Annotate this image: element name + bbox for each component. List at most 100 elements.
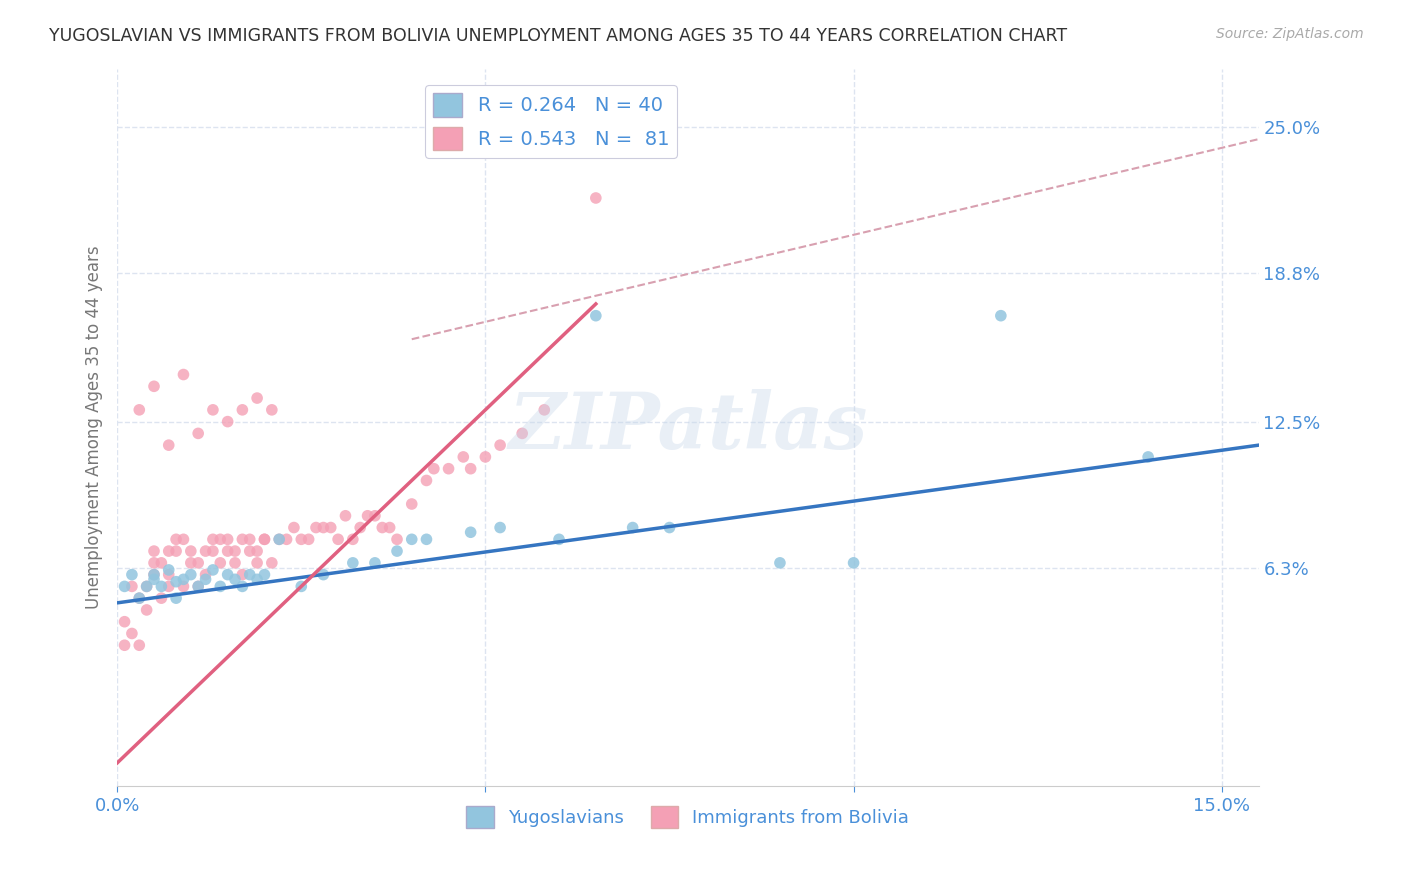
Point [165, 591, 187, 606]
Text: ZIPatlas: ZIPatlas [508, 389, 868, 466]
Point [349, 520, 371, 534]
Point [253, 567, 276, 582]
Point [356, 508, 378, 523]
Point [401, 497, 423, 511]
Point [150, 591, 173, 606]
Point [548, 533, 571, 547]
Point [187, 579, 209, 593]
Point [143, 567, 166, 582]
Point [150, 579, 173, 593]
Point [415, 533, 437, 547]
Y-axis label: Unemployment Among Ages 35 to 44 years: Unemployment Among Ages 35 to 44 years [86, 245, 103, 609]
Point [143, 379, 166, 393]
Point [224, 556, 246, 570]
Point [342, 533, 364, 547]
Point [231, 567, 253, 582]
Point [217, 533, 239, 547]
Point [165, 544, 187, 558]
Point [385, 533, 408, 547]
Point [128, 591, 150, 606]
Point [401, 533, 423, 547]
Text: Source: ZipAtlas.com: Source: ZipAtlas.com [1216, 27, 1364, 41]
Point [135, 579, 157, 593]
Point [290, 533, 312, 547]
Point [135, 579, 157, 593]
Point [621, 520, 644, 534]
Point [143, 556, 166, 570]
Point [201, 533, 224, 547]
Point [180, 567, 202, 582]
Point [305, 520, 328, 534]
Point [246, 556, 269, 570]
Point [201, 563, 224, 577]
Point [172, 572, 194, 586]
Point [474, 450, 496, 464]
Point [165, 574, 187, 589]
Point [114, 579, 136, 593]
Point [239, 533, 262, 547]
Point [533, 402, 555, 417]
Point [385, 544, 408, 558]
Text: YUGOSLAVIAN VS IMMIGRANTS FROM BOLIVIA UNEMPLOYMENT AMONG AGES 35 TO 44 YEARS CO: YUGOSLAVIAN VS IMMIGRANTS FROM BOLIVIA U… [49, 27, 1067, 45]
Point [201, 402, 224, 417]
Point [585, 309, 607, 323]
Point [143, 544, 166, 558]
Point [194, 567, 217, 582]
Point [217, 415, 239, 429]
Point [312, 567, 335, 582]
Point [260, 402, 283, 417]
Point [460, 461, 482, 475]
Point [187, 556, 209, 570]
Point [128, 591, 150, 606]
Point [143, 567, 166, 582]
Point [187, 579, 209, 593]
Point [453, 450, 475, 464]
Point [187, 426, 209, 441]
Point [1137, 450, 1160, 464]
Point [165, 533, 187, 547]
Point [489, 520, 512, 534]
Point [157, 563, 180, 577]
Point [423, 461, 446, 475]
Point [460, 525, 482, 540]
Point [658, 520, 681, 534]
Point [326, 533, 349, 547]
Point [217, 567, 239, 582]
Point [231, 533, 253, 547]
Point [510, 426, 533, 441]
Point [415, 474, 437, 488]
Point [290, 579, 312, 593]
Point [180, 556, 202, 570]
Point [253, 533, 276, 547]
Point [246, 572, 269, 586]
Point [180, 544, 202, 558]
Point [209, 533, 232, 547]
Point [128, 402, 150, 417]
Point [143, 572, 166, 586]
Point [157, 567, 180, 582]
Point [114, 615, 136, 629]
Point [172, 368, 194, 382]
Point [253, 533, 276, 547]
Point [769, 556, 792, 570]
Point [157, 438, 180, 452]
Point [364, 508, 387, 523]
Point [990, 309, 1012, 323]
Point [201, 544, 224, 558]
Point [239, 567, 262, 582]
Point [269, 533, 291, 547]
Point [209, 579, 232, 593]
Point [157, 579, 180, 593]
Point [150, 556, 173, 570]
Point [231, 402, 253, 417]
Point [121, 579, 143, 593]
Point [224, 544, 246, 558]
Point [298, 533, 321, 547]
Point [342, 556, 364, 570]
Point [114, 638, 136, 652]
Point [231, 579, 253, 593]
Point [371, 520, 394, 534]
Point [312, 520, 335, 534]
Point [319, 520, 342, 534]
Point [378, 520, 401, 534]
